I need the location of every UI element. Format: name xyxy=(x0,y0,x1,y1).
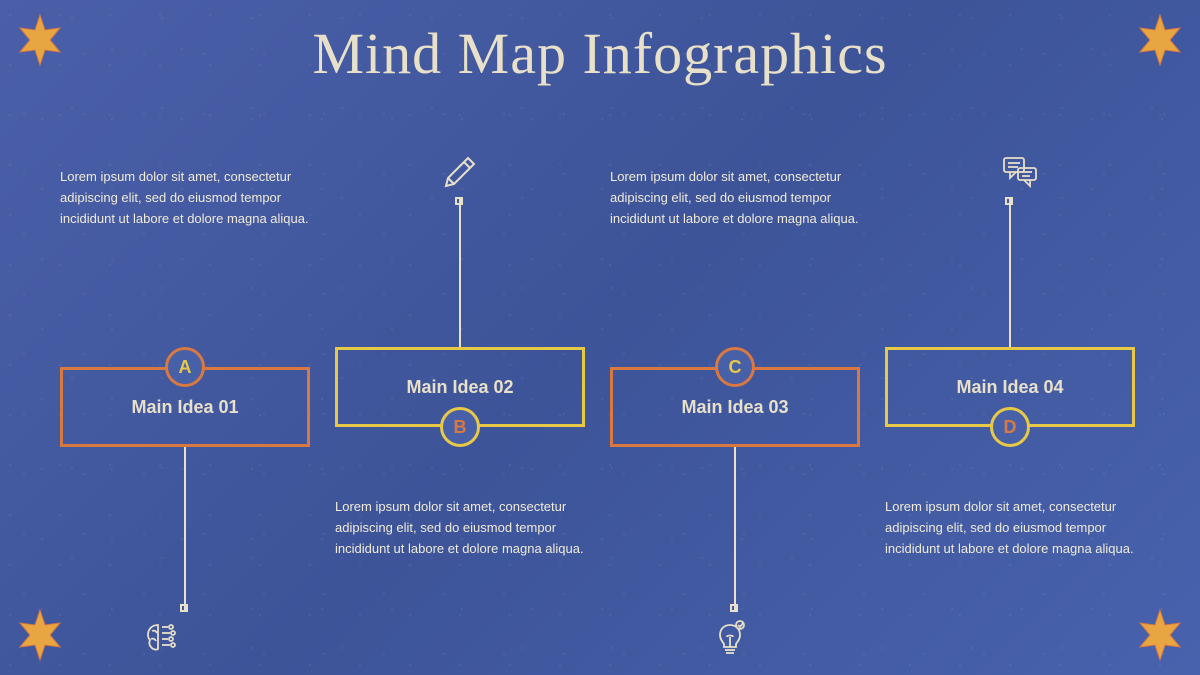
letter-badge-b: B xyxy=(440,407,480,447)
description-a: Lorem ipsum dolor sit amet, consectetur … xyxy=(60,167,310,229)
connector-dot-d xyxy=(1005,197,1013,205)
connector-dot-c xyxy=(730,604,738,612)
star-decoration-tr xyxy=(1130,10,1190,70)
brain-icon xyxy=(140,617,180,662)
connector-line-a xyxy=(184,447,186,612)
description-d: Lorem ipsum dolor sit amet, consectetur … xyxy=(885,497,1135,559)
connector-line-b xyxy=(459,197,461,347)
connector-line-d xyxy=(1009,197,1011,347)
connector-line-c xyxy=(734,447,736,612)
infographic-content: Main Idea 01ALorem ipsum dolor sit amet,… xyxy=(0,97,1200,657)
bulb-icon xyxy=(710,617,750,662)
connector-dot-b xyxy=(455,197,463,205)
star-decoration-tl xyxy=(10,10,70,70)
description-c: Lorem ipsum dolor sit amet, consectetur … xyxy=(610,167,860,229)
letter-badge-a: A xyxy=(165,347,205,387)
pencil-icon xyxy=(440,152,480,197)
description-b: Lorem ipsum dolor sit amet, consectetur … xyxy=(335,497,585,559)
letter-badge-c: C xyxy=(715,347,755,387)
chat-icon xyxy=(1000,152,1040,197)
letter-badge-d: D xyxy=(990,407,1030,447)
connector-dot-a xyxy=(180,604,188,612)
